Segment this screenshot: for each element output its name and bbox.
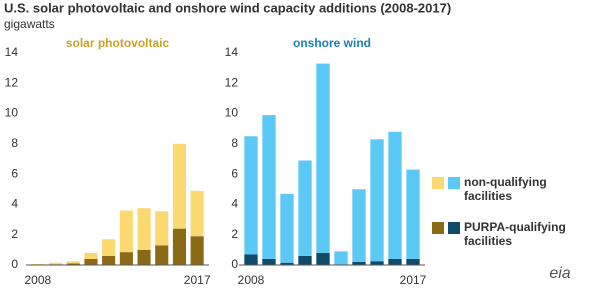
legend-swatch: [448, 222, 460, 234]
subtitle: gigawatts: [4, 17, 55, 31]
bar-segment: [155, 245, 169, 265]
bar-segment: [262, 258, 276, 265]
y-tick-label: 14: [5, 45, 19, 59]
y-tick-label: 0: [231, 257, 238, 271]
y-tick-label: 2: [11, 227, 18, 241]
bar-segment: [370, 261, 384, 265]
bar-segment: [298, 255, 312, 265]
bar-segment: [84, 252, 98, 259]
bar-segment: [137, 208, 151, 250]
y-tick-label: 14: [225, 45, 239, 59]
legend-label: PURPA-qualifying facilities: [464, 220, 566, 248]
bar-segment: [280, 193, 294, 263]
bar-segment: [190, 236, 204, 265]
bar-segment: [102, 239, 116, 256]
panel-title: solar photovoltaic: [66, 36, 170, 50]
bar-segment: [172, 228, 186, 265]
panel-title: onshore wind: [293, 36, 371, 50]
bar-segment: [66, 263, 80, 265]
legend-swatch: [432, 222, 444, 234]
bar-segment: [298, 160, 312, 256]
bar-segment: [352, 189, 366, 262]
x-tick-label: 2008: [24, 273, 51, 287]
bar-segment: [244, 136, 258, 255]
x-tick-label: 2017: [184, 273, 211, 287]
bar-segment: [316, 252, 330, 265]
bar-segment: [352, 261, 366, 265]
legend-label: non-qualifying facilities: [464, 175, 547, 203]
y-tick-label: 4: [231, 197, 238, 211]
legend-swatch: [448, 177, 460, 189]
y-tick-label: 6: [231, 166, 238, 180]
y-tick-label: 10: [225, 106, 239, 120]
title: U.S. solar photovoltaic and onshore wind…: [4, 0, 451, 15]
y-tick-label: 12: [225, 75, 239, 89]
bar-segment: [119, 252, 133, 265]
y-tick-label: 12: [5, 75, 19, 89]
bar-segment: [316, 63, 330, 253]
legend-swatch: [432, 177, 444, 189]
bar-segment: [172, 143, 186, 229]
bar-segment: [370, 139, 384, 262]
bar-segment: [66, 261, 80, 264]
bar-segment: [280, 262, 294, 265]
bar-segment: [84, 258, 98, 265]
bar-segment: [388, 131, 402, 259]
y-tick-label: 4: [11, 197, 18, 211]
bar-segment: [31, 263, 45, 265]
bar-segment: [406, 169, 420, 259]
logo: eia: [549, 265, 570, 282]
bar-segment: [137, 249, 151, 265]
y-tick-label: 8: [11, 136, 18, 150]
bar-segment: [102, 255, 116, 265]
bar-segment: [262, 115, 276, 259]
bar-segment: [334, 251, 348, 265]
bar-segment: [406, 258, 420, 265]
y-tick-label: 8: [231, 136, 238, 150]
bar-segment: [244, 254, 258, 265]
x-tick-label: 2008: [238, 273, 265, 287]
y-tick-label: 2: [231, 227, 238, 241]
y-tick-label: 6: [11, 166, 18, 180]
bar-segment: [119, 210, 133, 253]
bar-segment: [190, 190, 204, 237]
bar-segment: [155, 211, 169, 246]
x-tick-label: 2017: [400, 273, 427, 287]
bar-segment: [388, 258, 402, 265]
y-tick-label: 0: [11, 257, 18, 271]
bar-segment: [49, 262, 63, 265]
y-tick-label: 10: [5, 106, 19, 120]
